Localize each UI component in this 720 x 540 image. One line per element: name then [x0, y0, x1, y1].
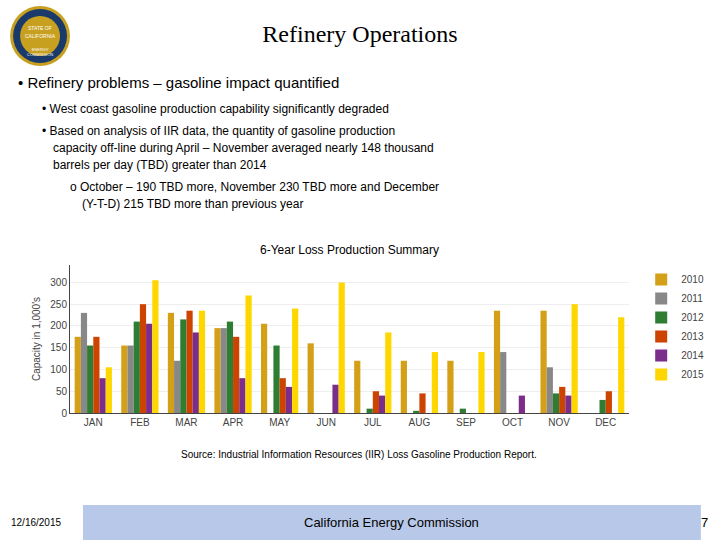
svg-text:Refinery Operations: Refinery Operations: [262, 21, 457, 47]
svg-text:7: 7: [701, 515, 708, 530]
svg-text:California Energy Commission: California Energy Commission: [304, 515, 479, 530]
svg-text:2011: 2011: [681, 293, 703, 304]
svg-text:0: 0: [61, 408, 67, 419]
svg-text:ENERGYCOMMISSION: ENERGYCOMMISSION: [27, 47, 53, 57]
svg-text:APR: APR: [223, 417, 244, 428]
svg-text:JAN: JAN: [84, 417, 103, 428]
svg-text:150: 150: [50, 342, 67, 353]
svg-text:300: 300: [50, 277, 67, 288]
svg-text:capacity off-line during April: capacity off-line during April – Novembe…: [53, 141, 434, 155]
svg-text:• Refinery problems – gasoline: • Refinery problems – gasoline impact qu…: [18, 74, 339, 91]
svg-text:2013: 2013: [681, 331, 704, 342]
svg-text:CALIFORNIA: CALIFORNIA: [25, 33, 56, 39]
svg-text:• Based on analysis of IIR dat: • Based on analysis of IIR data, the qua…: [42, 124, 395, 138]
svg-text:(Y-T-D) 215 TBD more than prev: (Y-T-D) 215 TBD more than previous year: [82, 197, 303, 211]
svg-text:MAR: MAR: [175, 417, 197, 428]
svg-text:2014: 2014: [681, 350, 704, 361]
svg-text:SEP: SEP: [456, 417, 476, 428]
svg-text:JUL: JUL: [364, 417, 382, 428]
svg-text:12/16/2015: 12/16/2015: [11, 517, 61, 528]
svg-text:Capacity in 1,000's: Capacity in 1,000's: [31, 297, 42, 381]
svg-text:Source: Industrial Information: Source: Industrial Information Resources…: [181, 449, 537, 460]
svg-text:200: 200: [50, 320, 67, 331]
svg-text:DEC: DEC: [595, 417, 616, 428]
svg-text:• West coast gasoline producti: • West coast gasoline production capabil…: [42, 102, 389, 116]
svg-text:6-Year Loss Production Summary: 6-Year Loss Production Summary: [260, 243, 439, 257]
svg-text:JUN: JUN: [316, 417, 335, 428]
svg-text:2010: 2010: [681, 274, 704, 285]
svg-text:barrels per day (TBD) greater: barrels per day (TBD) greater than 2014: [53, 158, 267, 172]
svg-text:OCT: OCT: [502, 417, 523, 428]
svg-text:100: 100: [50, 364, 67, 375]
svg-text:o October – 190 TBD more, Nove: o October – 190 TBD more, November 230 T…: [70, 180, 439, 194]
svg-text:FEB: FEB: [130, 417, 150, 428]
svg-text:50: 50: [56, 386, 68, 397]
svg-text:STATE OF: STATE OF: [28, 25, 52, 31]
svg-text:2015: 2015: [681, 369, 704, 380]
svg-text:NOV: NOV: [548, 417, 570, 428]
svg-text:2012: 2012: [681, 312, 704, 323]
svg-text:250: 250: [50, 299, 67, 310]
svg-text:MAY: MAY: [269, 417, 290, 428]
svg-text:AUG: AUG: [409, 417, 431, 428]
